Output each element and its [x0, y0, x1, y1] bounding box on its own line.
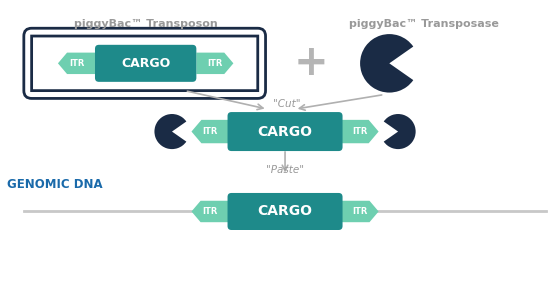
Text: "Cut": "Cut" — [273, 99, 301, 109]
FancyBboxPatch shape — [32, 36, 258, 91]
Polygon shape — [191, 120, 229, 143]
Wedge shape — [384, 114, 416, 149]
Text: "Paste": "Paste" — [266, 166, 304, 175]
Polygon shape — [341, 120, 379, 143]
Text: piggyBac™ Transposon: piggyBac™ Transposon — [74, 18, 217, 28]
FancyBboxPatch shape — [227, 112, 342, 151]
Text: CARGO: CARGO — [257, 204, 312, 218]
Polygon shape — [191, 201, 229, 222]
Wedge shape — [155, 114, 186, 149]
Polygon shape — [341, 201, 379, 222]
Text: ITR: ITR — [207, 59, 222, 68]
Text: CARGO: CARGO — [121, 57, 170, 70]
FancyBboxPatch shape — [95, 45, 196, 82]
Text: CARGO: CARGO — [257, 125, 312, 139]
Text: ITR: ITR — [69, 59, 84, 68]
Wedge shape — [360, 34, 413, 93]
Text: piggyBac™ Transposase: piggyBac™ Transposase — [349, 18, 498, 28]
Polygon shape — [58, 53, 95, 74]
Text: GENOMIC DNA: GENOMIC DNA — [7, 178, 103, 191]
Text: ITR: ITR — [202, 127, 218, 136]
Text: ITR: ITR — [202, 207, 218, 216]
Text: +: + — [294, 42, 329, 84]
Polygon shape — [196, 53, 234, 74]
Text: ITR: ITR — [353, 207, 368, 216]
FancyBboxPatch shape — [227, 193, 342, 230]
Text: ITR: ITR — [353, 127, 368, 136]
